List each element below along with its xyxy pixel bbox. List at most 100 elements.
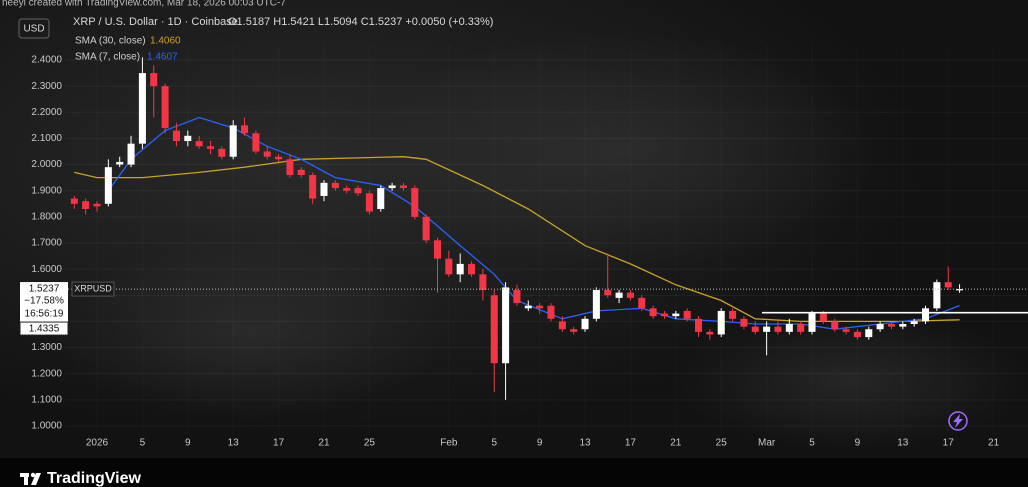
x-tick-label: 13 <box>897 438 909 449</box>
candle-body <box>785 324 793 332</box>
candle-body <box>831 321 839 330</box>
candle-body <box>263 151 271 157</box>
candle-body <box>649 308 657 317</box>
logo-shape <box>31 473 41 485</box>
candle-body <box>241 125 249 134</box>
candle-body <box>479 274 487 291</box>
y-tick-label: 1.1000 <box>31 394 62 405</box>
candle-body <box>876 324 884 330</box>
candle-body <box>445 258 453 275</box>
footer-bar <box>0 458 1028 487</box>
brand-name: TradingView <box>47 470 142 487</box>
y-tick-label: 2.2000 <box>31 107 62 118</box>
legend-value: 1.4607 <box>147 52 178 63</box>
candle-body <box>887 324 895 327</box>
x-tick-label: 21 <box>670 438 682 449</box>
candle-body <box>286 159 294 176</box>
y-tick-label: 2.1000 <box>31 133 62 144</box>
candle-body <box>388 185 396 189</box>
candle-body <box>138 73 146 144</box>
y-tick-label: 2.0000 <box>31 159 62 170</box>
watermark: neeyi created with TradingView.com, Mar … <box>2 0 286 9</box>
candle-body <box>252 133 260 152</box>
candle-body <box>763 326 771 332</box>
x-tick-label: 9 <box>855 438 861 449</box>
candle-body <box>229 125 237 157</box>
currency-label[interactable]: USD <box>23 24 44 35</box>
candle-body <box>433 240 442 259</box>
candle-body <box>309 175 317 199</box>
candle-body <box>365 193 373 212</box>
x-tick-label: 25 <box>364 438 376 449</box>
candle-body <box>354 188 362 194</box>
candle-body <box>615 292 623 298</box>
price-tag-label: 1.5237 <box>29 284 60 295</box>
candle-body <box>626 292 634 298</box>
candle-body <box>695 318 703 332</box>
level-tag-label: 1.4335 <box>29 324 60 335</box>
legend-name: SMA (7, close) <box>75 52 140 63</box>
countdown-label: 16:56:19 <box>25 309 64 320</box>
smoke <box>670 310 1028 450</box>
x-tick-label: Feb <box>440 438 458 449</box>
logo-shape <box>24 473 28 485</box>
candle-body <box>558 321 566 330</box>
candle-body <box>422 216 430 241</box>
x-tick-label: 25 <box>716 438 728 449</box>
candle-body <box>161 86 169 128</box>
candle-body <box>116 161 124 165</box>
candle-body <box>343 188 351 191</box>
candle-body <box>399 185 407 189</box>
y-tick-label: 2.4000 <box>31 55 62 66</box>
candle-body <box>717 310 725 335</box>
candle-body <box>581 318 589 330</box>
candle-body <box>513 290 521 304</box>
y-tick-label: 1.3000 <box>31 342 62 353</box>
candle-body <box>660 313 668 317</box>
candle-body <box>808 313 816 332</box>
candle-body <box>944 282 952 288</box>
candle-body <box>729 310 737 319</box>
x-tick-label: 2026 <box>86 438 109 449</box>
candle-body <box>672 313 680 317</box>
candle-body <box>377 188 385 209</box>
candle-body <box>683 310 691 319</box>
candle-body <box>70 198 78 204</box>
candle-body <box>502 287 510 364</box>
price-tag <box>20 282 68 323</box>
candle-body <box>82 201 90 209</box>
candle-body <box>104 167 112 204</box>
y-tick-label: 1.7000 <box>31 238 62 249</box>
candle-body <box>184 135 192 142</box>
symbol-tag <box>71 281 115 297</box>
x-tick-label: 9 <box>185 438 191 449</box>
x-tick-label: 5 <box>491 438 497 449</box>
symbol-label: XRPUSD <box>74 283 112 293</box>
candle-body <box>910 321 918 325</box>
y-tick-label: 1.9000 <box>31 185 62 196</box>
candle-body <box>921 308 930 322</box>
candle-body <box>127 143 135 165</box>
candle-body <box>956 289 964 291</box>
candle-body <box>468 263 476 275</box>
x-tick-label: 21 <box>988 438 1000 449</box>
x-tick-label: 13 <box>579 438 591 449</box>
candle-body <box>218 148 226 157</box>
x-tick-label: 13 <box>228 438 240 449</box>
currency-button[interactable] <box>18 18 50 39</box>
icon[interactable] <box>948 411 968 431</box>
smoke <box>50 240 450 420</box>
x-tick-label: 17 <box>273 438 285 449</box>
candle-body <box>797 324 805 332</box>
icon[interactable] <box>953 414 963 428</box>
chart-title: XRP / U.S. Dollar · 1D · Coinbase <box>73 16 238 28</box>
y-tick-label: 1.8000 <box>31 211 62 222</box>
candle-body <box>774 326 782 332</box>
candle-body <box>93 203 101 207</box>
candle-body <box>275 156 283 160</box>
candle-body <box>819 313 827 322</box>
change-label: −17.58% <box>24 296 64 307</box>
candle-body <box>853 331 861 338</box>
